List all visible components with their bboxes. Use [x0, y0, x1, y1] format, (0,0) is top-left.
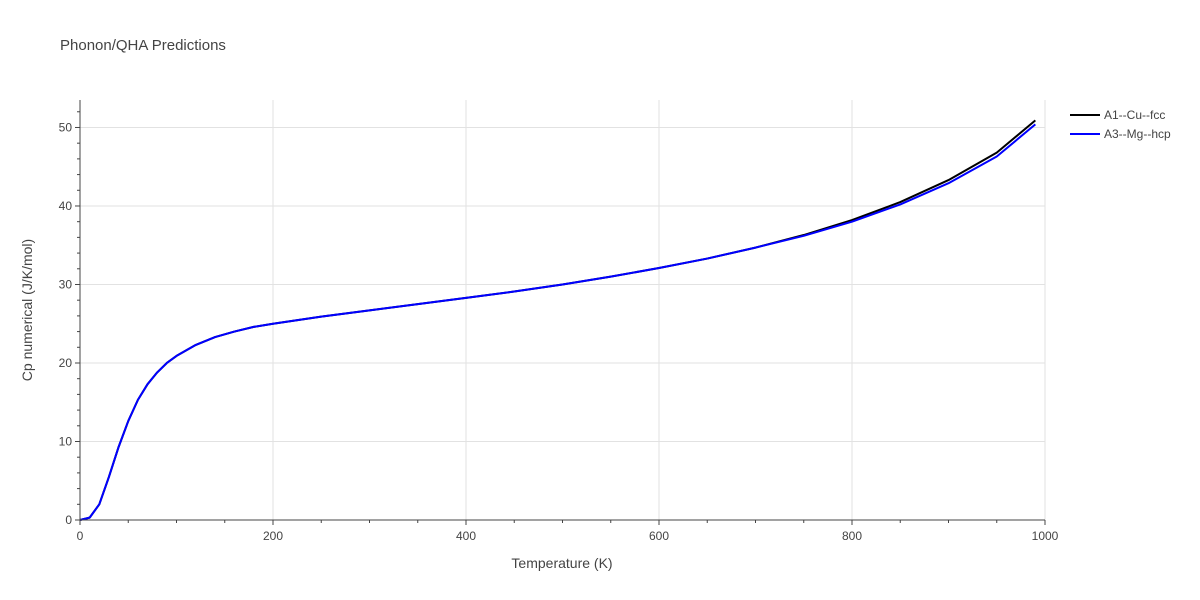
legend[interactable]: A1--Cu--fcc A3--Mg--hcp — [1070, 108, 1171, 141]
tick-labels: 0 200 400 600 800 1000 0 10 20 30 40 50 — [59, 120, 1059, 543]
y-tick-label: 0 — [65, 513, 72, 527]
legend-item-2[interactable]: A3--Mg--hcp — [1070, 127, 1171, 141]
x-tick-label: 200 — [263, 529, 283, 543]
series-line-1 — [79, 119, 1036, 521]
y-tick-label: 30 — [59, 277, 73, 291]
x-axis-title: Temperature (K) — [511, 555, 612, 571]
y-tick-label: 40 — [59, 199, 73, 213]
series-lines — [79, 119, 1036, 521]
y-axis-title: Cp numerical (J/K/mol) — [19, 239, 35, 381]
x-tick-label: 600 — [649, 529, 669, 543]
y-tick-label: 50 — [59, 120, 73, 134]
x-tick-label: 800 — [842, 529, 862, 543]
x-tick-label: 0 — [77, 529, 84, 543]
y-tick-label: 20 — [59, 356, 73, 370]
series-line-2 — [79, 123, 1036, 521]
grid — [80, 100, 1046, 520]
chart-title: Phonon/QHA Predictions — [60, 37, 226, 54]
axes — [75, 100, 1046, 525]
x-tick-label: 1000 — [1032, 529, 1059, 543]
y-tick-label: 10 — [59, 434, 73, 448]
legend-item-1[interactable]: A1--Cu--fcc — [1070, 108, 1165, 122]
legend-label: A3--Mg--hcp — [1104, 127, 1171, 141]
x-tick-label: 400 — [456, 529, 476, 543]
legend-label: A1--Cu--fcc — [1104, 108, 1165, 122]
